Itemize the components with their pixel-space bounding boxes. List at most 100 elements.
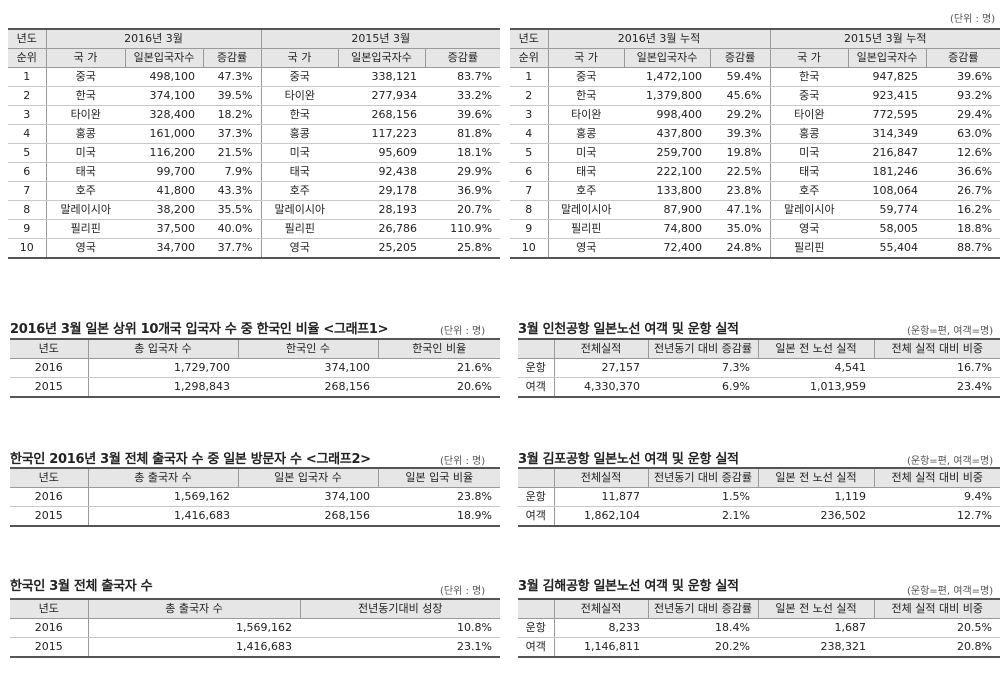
header-country: 국 가	[46, 48, 126, 68]
header-growth: 증감률	[425, 48, 501, 68]
header-growth: 증감률	[203, 48, 262, 68]
visitors-2016-cell: 34,700	[156, 241, 196, 254]
total-departures-title: 한국인 3월 전체 출국자 수	[10, 579, 153, 594]
header-rank: 순위	[510, 48, 549, 68]
table-cell: 10.8%	[300, 618, 500, 638]
visitors-2015-cell: 58,005	[848, 219, 927, 239]
growth-2015-cell: 20.7%	[425, 200, 501, 220]
country-2016-cell: 영국	[576, 241, 597, 254]
visitors-2016-cell: 37,500	[125, 219, 203, 239]
table-row: 9 필리핀 37,500 40.0% 필리핀 26,786 110.9%	[8, 219, 501, 239]
country-2015-cell: 말레이시아	[770, 200, 849, 220]
table-row: 운항 11,877 1.5% 1,119 9.4%	[518, 487, 1000, 507]
header-country: 국 가	[261, 48, 339, 68]
header-country: 국 가	[548, 48, 625, 68]
table-cell: 운항	[518, 487, 555, 507]
table-row: 10 영국 34,700 37.7% 영국 25,205 25.8%	[8, 238, 500, 258]
country-2015-cell: 중국	[261, 67, 339, 87]
table-cell: 1,416,683	[236, 640, 292, 653]
growth-2016-cell: 23.8%	[710, 181, 771, 201]
visitors-2016-cell: 437,800	[624, 124, 710, 144]
visitors-2015-cell: 29,178	[338, 181, 426, 201]
growth-2016-cell: 22.5%	[710, 162, 771, 182]
visitors-2016-cell: 99,700	[125, 162, 203, 182]
country-2015-cell: 호주	[261, 181, 339, 201]
column-header: 전체실적	[554, 339, 649, 359]
table-row: 여객 4,330,370 6.9% 1,013,959 23.4%	[518, 377, 1000, 397]
column-header: 총 입국자 수	[88, 339, 239, 359]
column-header: 전체실적	[554, 599, 649, 619]
column-header	[518, 599, 555, 619]
growth-2016-cell: 45.6%	[710, 86, 771, 106]
gimhae-table: 전체실적 전년동기 대비 증감률 일본 전 노선 실적 전체 실적 대비 비중 운항 8…	[518, 598, 1000, 658]
table-cell: 20.5%	[874, 618, 1000, 638]
table-cell: 2016	[10, 358, 89, 378]
table-cell: 1,298,843	[174, 380, 230, 393]
table-row: 운항 8,233 18.4% 1,687 20.5%	[518, 618, 1000, 638]
country-2016-cell: 필리핀	[548, 219, 624, 239]
table-cell: 6.9%	[722, 380, 750, 393]
table-row: 10 영국 72,400 24.8% 필리핀 55,404 88.7%	[510, 238, 1000, 258]
rank-cell: 7	[510, 181, 549, 201]
header-country: 국 가	[770, 48, 849, 68]
growth-2016-cell: 35.0%	[710, 219, 771, 239]
table-cell: 2.1%	[722, 509, 750, 522]
table-cell: 23.8%	[378, 487, 500, 507]
korean-ratio-title: 2016년 3월 일본 상위 10개국 입국자 수 중 한국인 비율 <그래프1…	[10, 322, 389, 337]
table-cell: 18.9%	[457, 509, 492, 522]
country-2015-cell: 타이완	[261, 86, 339, 106]
table-row: 2015 1,416,683 23.1%	[10, 637, 500, 657]
table-row: 2016 1,569,162 10.8%	[10, 618, 500, 638]
table-cell: 4,541	[758, 358, 874, 378]
column-header: 년도	[10, 339, 89, 359]
column-header: 일본 입국 비율	[378, 468, 500, 488]
table-cell: 18.4%	[648, 618, 758, 638]
growth-2015-cell: 25.8%	[457, 241, 493, 254]
visitors-2016-cell: 374,100	[125, 86, 203, 106]
visitors-2016-cell: 87,900	[624, 200, 710, 220]
table-cell: 2015	[10, 377, 89, 397]
country-2016-cell: 태국	[548, 162, 624, 182]
rank-cell: 2	[8, 86, 47, 106]
table-cell: 20.2%	[715, 640, 750, 653]
visitors-2015-cell: 92,438	[338, 162, 426, 182]
visitors-2015-cell: 25,205	[378, 241, 418, 254]
country-2015-cell: 타이완	[770, 105, 849, 125]
table-cell: 23.4%	[957, 380, 992, 393]
rank-cell: 3	[8, 105, 47, 125]
visitors-2015-cell: 947,825	[848, 67, 927, 87]
country-2015-cell: 중국	[770, 86, 849, 106]
growth-2015-cell: 18.8%	[926, 219, 1001, 239]
country-2016-cell: 한국	[548, 86, 624, 106]
table-cell: 운항	[518, 358, 555, 378]
table-cell: 12.7%	[957, 509, 992, 522]
growth-2015-cell: 18.1%	[425, 143, 501, 163]
growth-2016-cell: 19.8%	[710, 143, 771, 163]
table-row: 1 중국 1,472,100 59.4% 한국 947,825 39.6%	[510, 67, 1001, 87]
table-row: 5 미국 259,700 19.8% 미국 216,847 12.6%	[510, 143, 1001, 163]
visitors-2016-cell: 74,800	[624, 219, 710, 239]
growth-2016-cell: 39.5%	[203, 86, 262, 106]
column-header: 일본 입국자 수	[238, 468, 379, 488]
country-2015-cell: 필리핀	[794, 241, 825, 254]
visitors-2015-cell: 314,349	[848, 124, 927, 144]
header-group-2015: 2015년 3월 누적	[770, 29, 1001, 49]
growth-2016-cell: 18.2%	[203, 105, 262, 125]
header-visitors: 일본입국자수	[848, 48, 927, 68]
visitors-2016-cell: 38,200	[125, 200, 203, 220]
table-row: 4 홍콩 161,000 37.3% 홍콩 117,223 81.8%	[8, 124, 501, 144]
table-cell: 1,013,959	[810, 380, 866, 393]
table-row: 2016 1,569,162 374,100 23.8%	[10, 487, 500, 507]
rank-cell: 8	[510, 200, 549, 220]
header-year: 년도	[8, 29, 47, 49]
growth-2016-cell: 40.0%	[203, 219, 262, 239]
column-header: 한국인 수	[238, 339, 379, 359]
gimpo-title: 3월 김포공항 일본노선 여객 및 운항 실적	[518, 452, 739, 467]
header-growth: 증감률	[926, 48, 1001, 68]
table-row: 1 중국 498,100 47.3% 중국 338,121 83.7%	[8, 67, 501, 87]
country-2016-cell: 호주	[548, 181, 624, 201]
table-cell: 21.6%	[378, 358, 500, 378]
table-row: 여객 1,146,811 20.2% 238,321 20.8%	[518, 637, 1000, 657]
table-cell: 여객	[518, 377, 555, 397]
header-visitors: 일본입국자수	[338, 48, 426, 68]
